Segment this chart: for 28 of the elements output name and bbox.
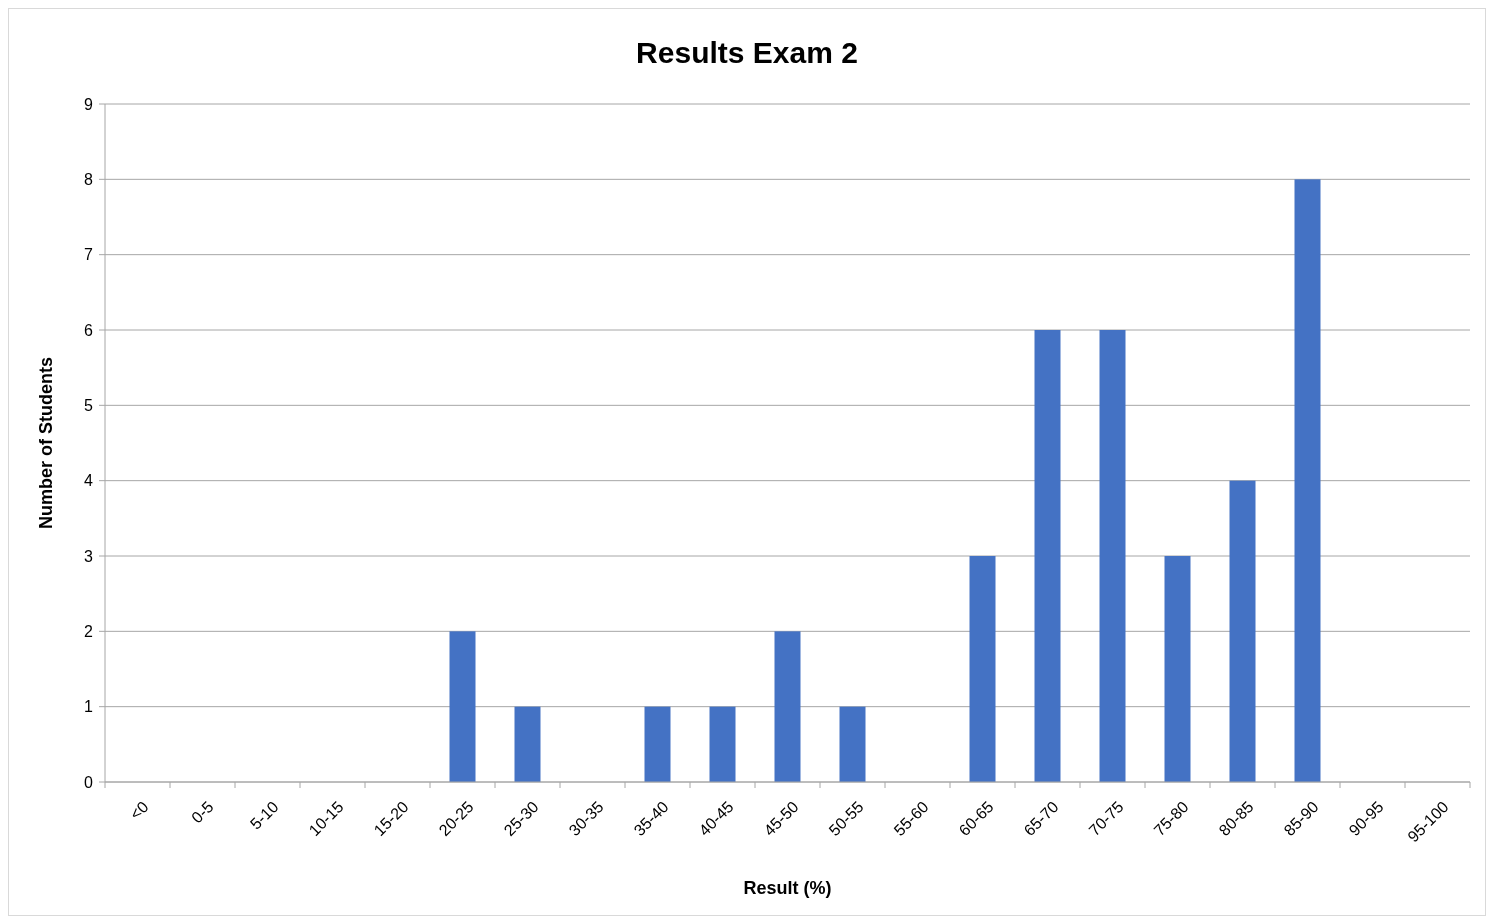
y-tick-label: 5 — [84, 396, 94, 414]
y-tick-label: 1 — [84, 698, 94, 716]
y-tick-label: 0 — [84, 773, 94, 791]
x-axis-title: Result (%) — [743, 878, 832, 898]
bar — [1034, 330, 1061, 782]
y-axis-title: Number of Students — [36, 356, 56, 530]
y-tick-label: 4 — [84, 472, 94, 490]
y-tick-label: 9 — [84, 95, 94, 113]
bar — [644, 706, 671, 782]
bar — [969, 556, 996, 782]
chart-title: Results Exam 2 — [636, 36, 858, 69]
bar — [449, 631, 476, 782]
bar — [839, 706, 866, 782]
x-tick-label: <0 — [126, 797, 152, 823]
bar — [1164, 556, 1191, 782]
y-tick-label: 7 — [84, 246, 94, 264]
y-tick-label: 6 — [84, 321, 94, 339]
y-tick-label: 8 — [84, 170, 94, 188]
y-tick-label: 2 — [84, 622, 94, 640]
bar — [1229, 480, 1256, 782]
bar — [774, 631, 801, 782]
x-tick-label: 5-10 — [246, 797, 282, 833]
bar — [709, 706, 736, 782]
x-tick-label: 0-5 — [188, 797, 217, 827]
bar — [1294, 179, 1321, 782]
y-tick-label: 3 — [84, 547, 94, 565]
bar — [514, 706, 541, 782]
bar — [1099, 330, 1126, 782]
